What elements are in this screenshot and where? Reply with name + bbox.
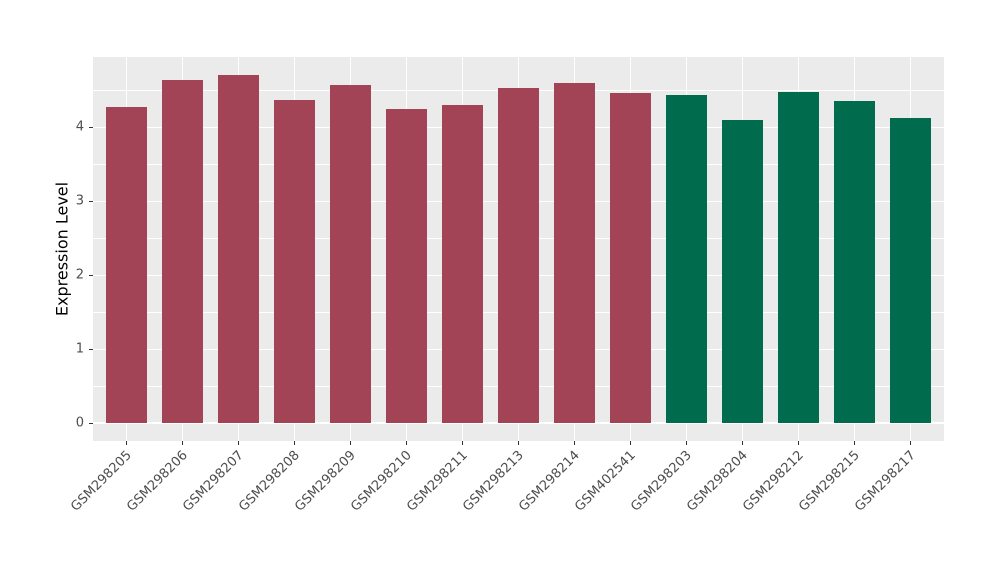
y-tick-mark [89,126,93,128]
y-tick-label: 4 [75,119,84,135]
y-tick-label: 3 [75,193,84,209]
x-tick-mark [629,441,631,445]
x-tick-mark [741,441,743,445]
bar [834,101,875,424]
bar [666,94,707,424]
y-tick-mark [89,348,93,350]
bar [162,79,203,424]
y-tick-mark [89,274,93,276]
bar [778,91,819,424]
x-tick-mark [238,441,240,445]
bar [106,107,147,424]
x-tick-mark [462,441,463,445]
bar [554,82,595,424]
plot-panel [93,57,944,441]
bar [386,108,427,424]
bar [442,105,483,424]
x-tick-mark [182,441,184,445]
bar [330,85,371,424]
y-tick-mark [89,422,93,424]
x-tick-mark [518,441,519,445]
x-tick-mark [797,441,799,445]
x-tick-mark [350,441,352,445]
bar [218,74,259,424]
bar [610,93,651,424]
y-tick-mark [89,200,93,202]
bar [274,99,315,424]
x-tick-mark [406,441,408,445]
x-tick-mark [573,441,575,445]
y-tick-label: 1 [75,341,84,357]
x-tick-mark [685,441,687,445]
x-tick-mark [294,441,296,445]
bar [722,119,763,424]
x-tick-mark [909,441,911,445]
x-tick-mark [126,441,128,445]
x-tick-mark [853,441,855,445]
y-tick-label: 2 [75,267,84,283]
y-tick-label: 0 [75,415,84,431]
bar [498,88,539,424]
bar [890,118,931,424]
